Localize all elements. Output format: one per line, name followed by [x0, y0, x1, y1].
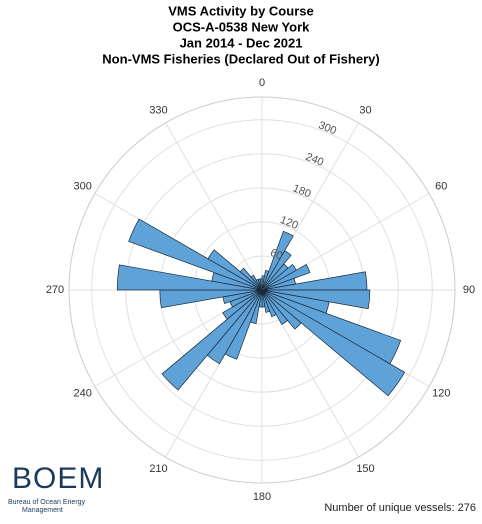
- theta-tick-label: 90: [463, 284, 475, 296]
- logo-subtitle: Bureau of Ocean Energy: [8, 499, 86, 506]
- bar: [261, 263, 311, 291]
- theta-tick-label: 330: [149, 105, 167, 117]
- theta-tick-label: 150: [356, 463, 374, 475]
- chart-title: OCS-A-0538 New York: [173, 19, 311, 34]
- bar: [261, 250, 292, 291]
- annotation: Number of unique vessels: 276: [324, 502, 476, 514]
- theta-tick-label: 120: [432, 387, 450, 399]
- bar: [128, 218, 263, 291]
- r-tick-label: 240: [304, 151, 326, 169]
- logo-subtitle: Management: [22, 507, 63, 514]
- chart-title: Jan 2014 - Dec 2021: [180, 35, 303, 50]
- theta-tick-label: 210: [149, 463, 167, 475]
- bar: [261, 230, 294, 291]
- bar: [239, 267, 263, 291]
- bar: [261, 289, 277, 318]
- chart-title: VMS Activity by Course: [168, 3, 313, 18]
- theta-tick-label: 270: [46, 284, 64, 296]
- r-tick-label: 300: [317, 119, 339, 137]
- theta-tick-label: 60: [435, 180, 447, 192]
- theta-tick-label: 0: [259, 77, 265, 89]
- bar: [261, 289, 289, 325]
- bar: [261, 289, 406, 397]
- logo: BOEM: [12, 462, 104, 495]
- bar: [161, 289, 263, 391]
- labels: 0306090120150180210240270300330060120180…: [46, 77, 475, 503]
- theta-tick-label: 300: [74, 180, 92, 192]
- bar: [259, 278, 263, 291]
- theta-tick-label: 240: [74, 387, 92, 399]
- bar: [261, 289, 302, 330]
- r-tick-label: 0: [258, 279, 268, 292]
- bar: [207, 249, 263, 291]
- bar: [250, 274, 263, 291]
- r-tick-label: 180: [291, 182, 313, 200]
- bar: [222, 289, 263, 320]
- theta-tick-label: 30: [359, 105, 371, 117]
- theta-tick-label: 180: [253, 491, 271, 503]
- bars: [116, 218, 406, 397]
- chart-title: Non-VMS Fisheries (Declared Out of Fishe…: [102, 51, 379, 66]
- spoke: [165, 122, 263, 291]
- r-tick-label: 60: [268, 247, 284, 263]
- bar: [261, 289, 271, 313]
